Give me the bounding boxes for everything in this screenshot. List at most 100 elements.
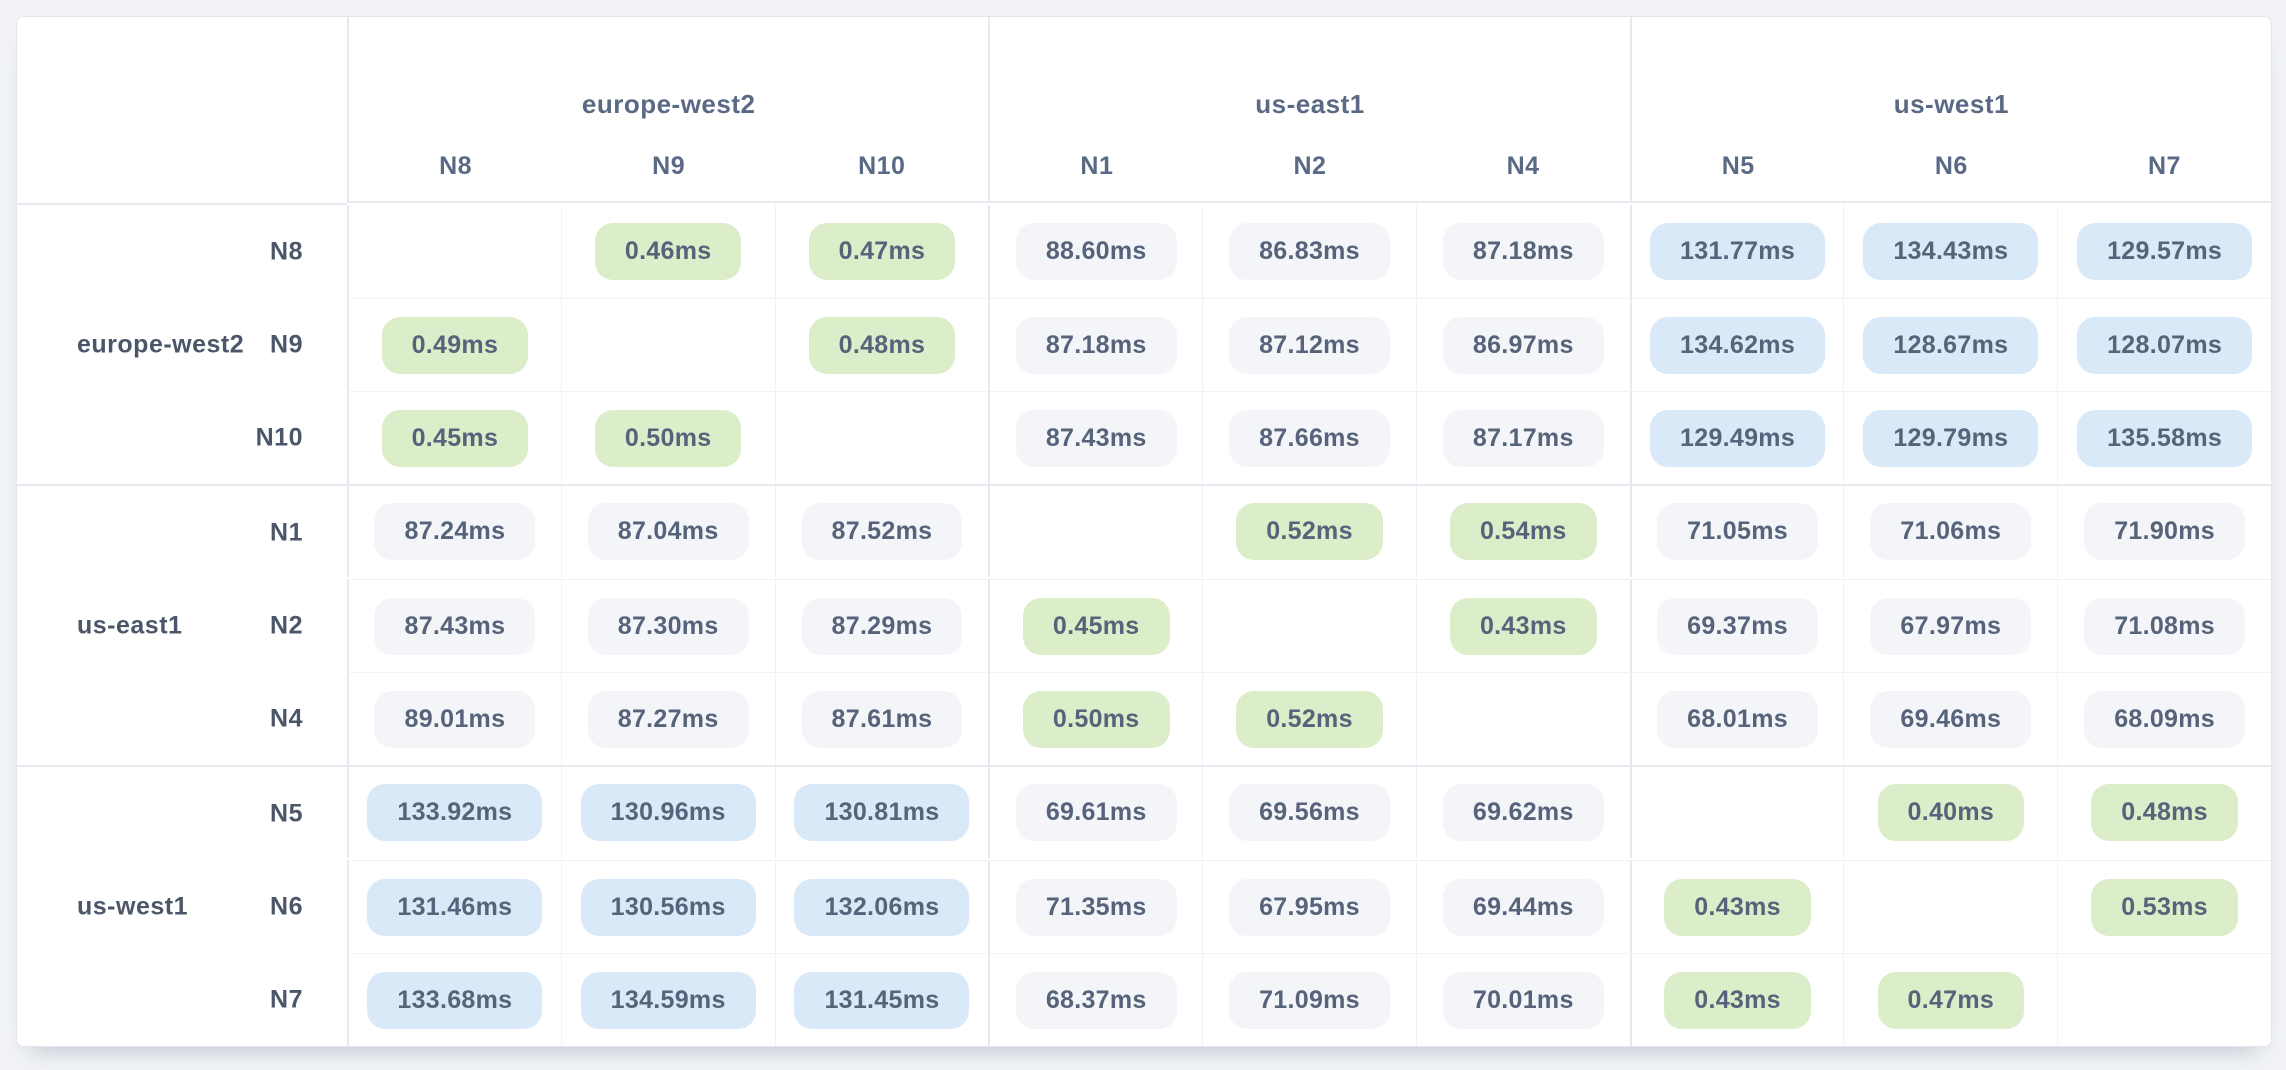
latency-value-N2-N9[interactable]: 87.30ms	[587, 597, 749, 655]
row-label-N6: us-west1 N6	[17, 860, 347, 953]
latency-cell-N9-N2: 87.12ms	[1202, 298, 1416, 391]
latency-value-N4-N6[interactable]: 69.46ms	[1870, 690, 2032, 748]
column-group-header-us-west1: us-west1 N5 N6 N7	[1629, 17, 2271, 203]
latency-value-N9-N1[interactable]: 87.18ms	[1015, 316, 1177, 374]
latency-value-N10-N9[interactable]: 0.50ms	[594, 409, 742, 467]
latency-value-N1-N6[interactable]: 71.06ms	[1870, 503, 2032, 560]
latency-value-N8-N2[interactable]: 86.83ms	[1229, 223, 1390, 280]
latency-value-N8-N5[interactable]: 131.77ms	[1650, 223, 1826, 280]
latency-value-N10-N1[interactable]: 87.43ms	[1015, 409, 1177, 467]
latency-value-N6-N4[interactable]: 69.44ms	[1442, 878, 1604, 936]
latency-value-N10-N6[interactable]: 129.79ms	[1863, 409, 2039, 467]
latency-value-N6-N5[interactable]: 0.43ms	[1664, 878, 1811, 936]
latency-value-N7-N4[interactable]: 70.01ms	[1442, 971, 1604, 1029]
latency-value-N5-N2[interactable]: 69.56ms	[1229, 784, 1390, 841]
latency-value-N6-N2[interactable]: 67.95ms	[1229, 878, 1390, 936]
latency-value-N10-N4[interactable]: 87.17ms	[1442, 409, 1604, 467]
latency-value-N8-N7[interactable]: 129.57ms	[2077, 223, 2253, 280]
latency-value-N7-N8[interactable]: 133.68ms	[367, 971, 543, 1029]
latency-value-N4-N2[interactable]: 0.52ms	[1236, 690, 1383, 748]
latency-value-N10-N8[interactable]: 0.45ms	[381, 409, 529, 467]
latency-value-N4-N9[interactable]: 87.27ms	[587, 690, 749, 748]
latency-cell-N4-N7: 68.09ms	[2057, 672, 2271, 765]
row-label-N5: N5	[17, 765, 347, 860]
latency-value-N9-N10[interactable]: 0.48ms	[808, 316, 956, 374]
latency-value-N4-N1[interactable]: 0.50ms	[1022, 690, 1170, 748]
latency-value-N7-N9[interactable]: 134.59ms	[580, 971, 756, 1029]
column-header-N4: N4	[1506, 152, 1540, 180]
latency-value-N7-N5[interactable]: 0.43ms	[1664, 971, 1811, 1029]
latency-value-N7-N2[interactable]: 71.09ms	[1229, 971, 1390, 1029]
latency-cell-self-N10	[774, 391, 989, 484]
latency-value-N1-N9[interactable]: 87.04ms	[587, 503, 749, 560]
latency-value-N1-N2[interactable]: 0.52ms	[1236, 503, 1383, 560]
latency-value-N7-N1[interactable]: 68.37ms	[1015, 971, 1177, 1029]
latency-cell-N5-N9: 130.96ms	[560, 765, 775, 858]
latency-value-N5-N7[interactable]: 0.48ms	[2091, 784, 2238, 841]
latency-value-N6-N7[interactable]: 0.53ms	[2091, 878, 2238, 936]
latency-value-N2-N7[interactable]: 71.08ms	[2084, 597, 2245, 655]
latency-cell-N7-N6: 0.47ms	[1843, 953, 2058, 1046]
latency-value-N8-N1[interactable]: 88.60ms	[1015, 223, 1177, 280]
latency-cell-N5-N2: 69.56ms	[1202, 765, 1416, 858]
latency-matrix-card: europe-west2 N8 N9 N10 us-east1 N1 N2 N4 us-west…	[16, 16, 2272, 1047]
latency-value-N7-N10[interactable]: 131.45ms	[794, 971, 970, 1029]
latency-value-N6-N10[interactable]: 132.06ms	[794, 878, 970, 936]
latency-value-N8-N4[interactable]: 87.18ms	[1442, 223, 1604, 280]
latency-value-N10-N7[interactable]: 135.58ms	[2077, 409, 2253, 467]
latency-value-N4-N7[interactable]: 68.09ms	[2084, 690, 2245, 748]
latency-value-N7-N6[interactable]: 0.47ms	[1877, 971, 2025, 1029]
latency-value-N2-N5[interactable]: 69.37ms	[1657, 597, 1818, 655]
column-region-title: us-east1	[1255, 89, 1365, 119]
latency-value-N9-N7[interactable]: 128.07ms	[2077, 316, 2253, 374]
latency-value-N9-N4[interactable]: 86.97ms	[1442, 316, 1604, 374]
latency-value-N2-N6[interactable]: 67.97ms	[1870, 597, 2032, 655]
latency-cell-N10-N7: 135.58ms	[2057, 391, 2271, 484]
latency-cell-N8-N2: 86.83ms	[1202, 205, 1416, 298]
latency-value-N9-N5[interactable]: 134.62ms	[1650, 316, 1826, 374]
latency-value-N5-N8[interactable]: 133.92ms	[367, 784, 543, 841]
column-group-header-europe-west2: europe-west2 N8 N9 N10	[347, 17, 989, 203]
latency-cell-N9-N5: 134.62ms	[1629, 298, 1844, 391]
latency-value-N9-N6[interactable]: 128.67ms	[1863, 316, 2039, 374]
latency-cell-self-N1	[988, 484, 1203, 577]
latency-value-N5-N6[interactable]: 0.40ms	[1877, 784, 2025, 841]
latency-value-N6-N1[interactable]: 71.35ms	[1015, 878, 1177, 936]
latency-cell-N2-N1: 0.45ms	[988, 579, 1203, 672]
row-header-N8: N8	[270, 237, 303, 265]
latency-value-N2-N4[interactable]: 0.43ms	[1449, 597, 1597, 655]
latency-value-N10-N2[interactable]: 87.66ms	[1229, 409, 1390, 467]
latency-cell-N1-N10: 87.52ms	[774, 484, 989, 577]
latency-value-N9-N2[interactable]: 87.12ms	[1229, 316, 1390, 374]
row-label-N8: N8	[17, 205, 347, 298]
latency-cell-N5-N7: 0.48ms	[2057, 765, 2271, 858]
latency-value-N1-N7[interactable]: 71.90ms	[2084, 503, 2245, 560]
latency-value-N5-N9[interactable]: 130.96ms	[580, 784, 756, 841]
latency-value-N4-N10[interactable]: 87.61ms	[801, 690, 963, 748]
latency-value-N2-N10[interactable]: 87.29ms	[801, 597, 963, 655]
latency-value-N6-N8[interactable]: 131.46ms	[367, 878, 543, 936]
latency-cell-self-N8	[347, 205, 561, 298]
latency-value-N8-N9[interactable]: 0.46ms	[594, 223, 742, 280]
latency-value-N2-N8[interactable]: 87.43ms	[374, 597, 536, 655]
latency-value-N5-N4[interactable]: 69.62ms	[1442, 784, 1604, 841]
latency-value-N9-N8[interactable]: 0.49ms	[381, 316, 529, 374]
latency-value-N8-N10[interactable]: 0.47ms	[808, 223, 956, 280]
latency-cell-N6-N7: 0.53ms	[2057, 860, 2271, 953]
latency-value-N1-N4[interactable]: 0.54ms	[1449, 503, 1597, 560]
row-header-N5: N5	[270, 799, 303, 827]
latency-value-N1-N10[interactable]: 87.52ms	[801, 503, 963, 560]
latency-value-N1-N8[interactable]: 87.24ms	[374, 503, 536, 560]
latency-value-N6-N9[interactable]: 130.56ms	[580, 878, 756, 936]
latency-value-N5-N10[interactable]: 130.81ms	[794, 784, 970, 841]
latency-value-N8-N6[interactable]: 134.43ms	[1863, 223, 2039, 280]
latency-value-N2-N1[interactable]: 0.45ms	[1022, 597, 1170, 655]
latency-value-N10-N5[interactable]: 129.49ms	[1650, 409, 1826, 467]
latency-value-N5-N1[interactable]: 69.61ms	[1015, 784, 1177, 841]
latency-cell-N8-N4: 87.18ms	[1415, 205, 1630, 298]
latency-value-N4-N5[interactable]: 68.01ms	[1657, 690, 1818, 748]
row-region-title-us-west1: us-west1	[77, 892, 188, 920]
latency-value-N4-N8[interactable]: 89.01ms	[374, 690, 536, 748]
column-node-labels: N5 N6 N7	[1632, 152, 2271, 181]
latency-value-N1-N5[interactable]: 71.05ms	[1657, 503, 1818, 560]
